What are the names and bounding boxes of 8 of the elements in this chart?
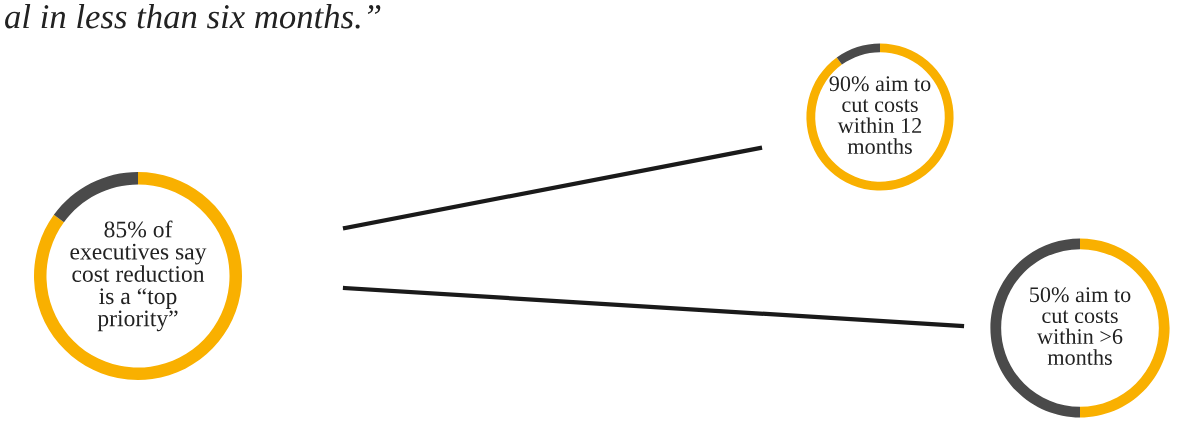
donut-slice xyxy=(34,172,242,380)
chart-title: al in less than six months.” xyxy=(5,4,381,29)
donut-slice xyxy=(806,43,954,191)
donut-slice xyxy=(836,43,880,65)
text: 85% of executives say cost reduction is a “top priority” xyxy=(70,220,207,332)
text: 50% aim to cut costs within >6 months xyxy=(1030,287,1131,365)
donut-slice xyxy=(53,172,138,223)
text: 90% aim to cut costs within 12 months xyxy=(829,76,931,154)
